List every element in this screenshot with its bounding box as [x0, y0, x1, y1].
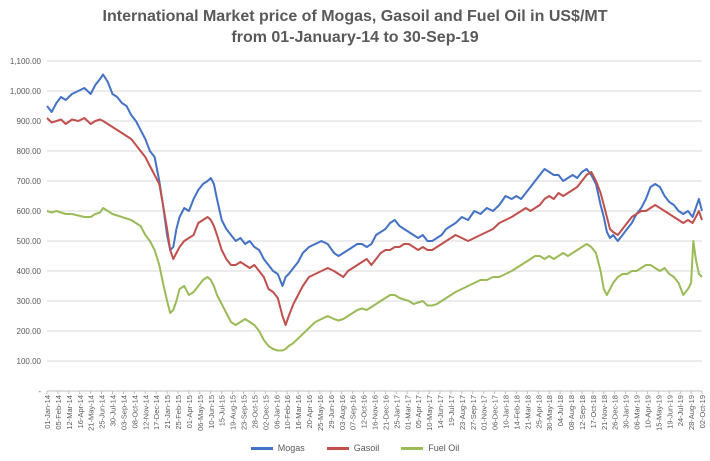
- x-tick-label: 25-Jan-17: [392, 395, 401, 429]
- x-tick-label: 06-Mar-19: [633, 395, 642, 430]
- x-tick-label: 02-Oct-19: [698, 395, 707, 428]
- x-tick-label: 28-Aug-19: [687, 395, 696, 430]
- legend-swatch-gasoil: [326, 446, 349, 450]
- y-tick-label: 300.00: [17, 297, 42, 306]
- x-tick-label: 19-Jul-17: [447, 395, 456, 426]
- x-tick-label: 05-Feb-14: [54, 395, 63, 430]
- x-tick-label: 06-May-15: [196, 395, 205, 431]
- x-tick-label: 03-Aug-16: [338, 395, 347, 430]
- x-tick-label: 16-Mar-16: [294, 395, 303, 430]
- x-tick-label: 26-Dec-18: [611, 395, 620, 430]
- x-tick-label: 24-Jul-19: [676, 395, 685, 426]
- x-tick-label: 06-Dec-17: [491, 395, 500, 430]
- x-tick-label: 01-Apr-15: [185, 395, 194, 428]
- y-tick-label: 100.00: [17, 357, 42, 366]
- legend-swatch-mogas: [250, 446, 273, 450]
- legend-label-gasoil: Gasoil: [353, 443, 380, 453]
- x-tick-label: 25-May-16: [316, 395, 325, 431]
- x-tick-label: 10-May-17: [425, 395, 434, 431]
- series-line-gasoil: [46, 117, 703, 326]
- x-tick-label: 08-Oct-14: [130, 395, 139, 428]
- legend-item-gasoil: Gasoil: [326, 443, 380, 453]
- x-tick-label: 15-Jul-15: [218, 395, 227, 426]
- y-tick-label: 900.00: [17, 117, 42, 126]
- x-tick-label: 20-Apr-16: [305, 395, 314, 428]
- x-tick-label: 10-Jun-15: [207, 395, 216, 429]
- x-tick-label: 17-Dec-14: [152, 395, 161, 430]
- x-tick-label: 12-Mar-14: [65, 395, 74, 430]
- x-tick-label: 12-Oct-16: [360, 395, 369, 428]
- series-line-fuel-oil: [46, 207, 703, 352]
- x-tick-label: 14-Feb-18: [512, 395, 521, 430]
- gridlines: [47, 60, 702, 362]
- legend-swatch-fuel-oil: [401, 446, 424, 450]
- x-tick-label: 01-Jan-14: [43, 395, 52, 429]
- legend-item-fuel-oil: Fuel Oil: [401, 443, 459, 453]
- y-tick-label: 200.00: [17, 327, 42, 336]
- chart-title: International Market price of Mogas, Gas…: [102, 8, 608, 25]
- legend-label-fuel-oil: Fuel Oil: [428, 443, 460, 453]
- y-tick-label: -: [38, 387, 41, 396]
- chart-subtitle: from 01-January-14 to 30-Sep-19: [231, 29, 479, 46]
- x-tick-label: 17-Oct-18: [589, 395, 598, 428]
- legend: Mogas Gasoil Fuel Oil: [0, 443, 710, 453]
- x-tick-label: 25-Apr-18: [534, 395, 543, 428]
- legend-label-mogas: Mogas: [277, 443, 305, 453]
- x-tick-label: 12-Sep-18: [578, 395, 587, 430]
- x-tick-label: 25-Jun-14: [98, 395, 107, 429]
- x-tick-label: 16-Apr-14: [76, 395, 85, 428]
- x-tick-label: 04-Jul-18: [556, 395, 565, 426]
- x-tick-label: 21-Mar-18: [523, 395, 532, 430]
- x-tick-label: 08-Aug-18: [567, 395, 576, 430]
- x-tick-label: 01-Mar-17: [403, 395, 412, 430]
- x-tick-label: 10-Feb-16: [283, 395, 292, 430]
- x-tick-label: 15-May-19: [654, 395, 663, 431]
- x-tick-label: 30-Jul-14: [109, 395, 118, 426]
- x-tick-label: 05-Apr-17: [414, 395, 423, 428]
- series-lines: [46, 73, 703, 352]
- x-tick-label: 06-Jan-16: [272, 395, 281, 429]
- x-tick-label: 23-Sep-15: [240, 395, 249, 430]
- x-tick-label: 29-Jun-16: [327, 395, 336, 429]
- x-tick-label: 12-Nov-14: [141, 395, 150, 430]
- y-tick-label: 400.00: [17, 267, 42, 276]
- x-tick-label: 21-Dec-16: [381, 395, 390, 430]
- y-tick-label: 700.00: [17, 177, 42, 186]
- x-tick-label: 30-Jan-19: [622, 395, 631, 429]
- x-tick-label: 16-Nov-16: [371, 395, 380, 430]
- x-tick-label: 25-Feb-15: [174, 395, 183, 430]
- legend-item-mogas: Mogas: [250, 443, 305, 453]
- x-tick-label: 10-Apr-19: [643, 395, 652, 428]
- x-tick-label: 01-Nov-17: [480, 395, 489, 430]
- x-tick-label: 21-Nov-18: [600, 395, 609, 430]
- x-tick-label: 27-Sep-17: [469, 395, 478, 430]
- x-tick-label: 19-Jun-19: [665, 395, 674, 429]
- x-tick-label: 21-May-14: [87, 395, 96, 431]
- x-tick-label: 02-Dec-15: [261, 395, 270, 430]
- y-tick-label: 500.00: [17, 237, 42, 246]
- x-tick-label: 03-Sep-14: [119, 395, 128, 430]
- x-tick-label: 28-Oct-15: [250, 395, 259, 428]
- y-tick-label: 1,100.00: [10, 57, 42, 66]
- x-tick-label: 19-Aug-15: [229, 395, 238, 430]
- y-axis: - 100.00 200.00 300.00 400.00 500.00 600.00 700…: [10, 57, 42, 396]
- x-tick-label: 23-Aug-17: [458, 395, 467, 430]
- x-tick-label: 21-Jan-15: [163, 395, 172, 429]
- x-axis: 01-Jan-14 05-Feb-14 12-Mar-14 16-Apr-14 21-M…: [43, 390, 707, 431]
- y-tick-label: 600.00: [17, 207, 42, 216]
- x-tick-label: 07-Sep-16: [349, 395, 358, 430]
- x-tick-label: 10-Jan-18: [502, 395, 511, 429]
- y-tick-label: 800.00: [17, 147, 42, 156]
- y-tick-label: 1,000.00: [10, 87, 42, 96]
- series-line-mogas: [46, 73, 703, 287]
- x-tick-label: 30-May-18: [545, 395, 554, 431]
- x-tick-label: 14-Jun-17: [436, 395, 445, 429]
